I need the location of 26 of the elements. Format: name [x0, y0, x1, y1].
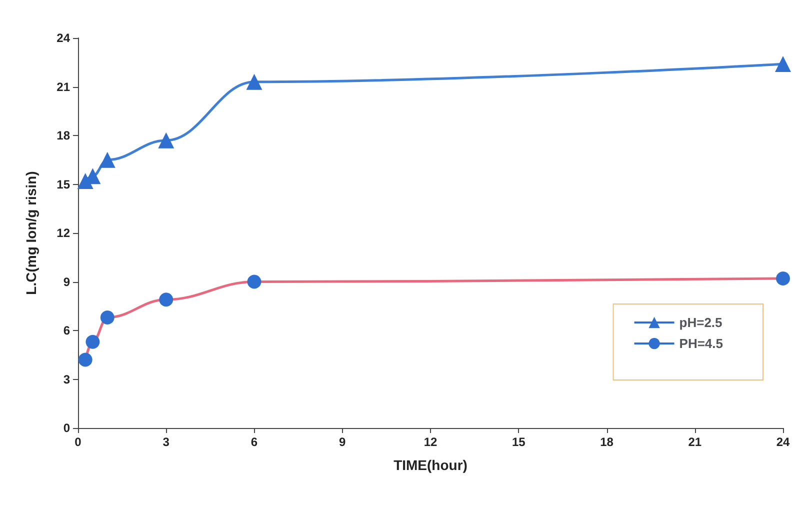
- x-tick-label: 0: [74, 435, 82, 449]
- y-tick-label: 12: [56, 226, 70, 240]
- y-tick-label: 3: [63, 372, 70, 386]
- y-tick-label: 6: [63, 324, 70, 338]
- x-tick-label: 18: [600, 435, 614, 449]
- x-tick-label: 21: [688, 435, 702, 449]
- x-tick-label: 24: [776, 435, 790, 449]
- x-tick-label: 12: [424, 435, 438, 449]
- y-tick-label: 0: [63, 421, 70, 435]
- y-tick-label: 15: [56, 177, 70, 192]
- x-tick-label: 6: [250, 435, 258, 449]
- x-tick-label: 3: [162, 435, 170, 449]
- point: [775, 56, 791, 72]
- y-axis-title: L.C(mg Ion/g risin): [23, 171, 39, 295]
- y-tick-label: 21: [56, 80, 70, 94]
- y-tick-label: 9: [63, 274, 70, 289]
- point: [99, 152, 116, 168]
- x-tick-label: 15: [512, 435, 526, 449]
- legend-label: pH=2.5: [679, 315, 722, 330]
- y-tick-label: 24: [56, 31, 70, 45]
- x-tick-label: 9: [339, 435, 346, 449]
- y-tick-label: 18: [56, 128, 70, 142]
- x-axis-title: TIME(hour): [394, 457, 468, 473]
- point: [158, 132, 174, 148]
- legend-label: PH=4.5: [679, 336, 724, 351]
- point: [246, 74, 262, 90]
